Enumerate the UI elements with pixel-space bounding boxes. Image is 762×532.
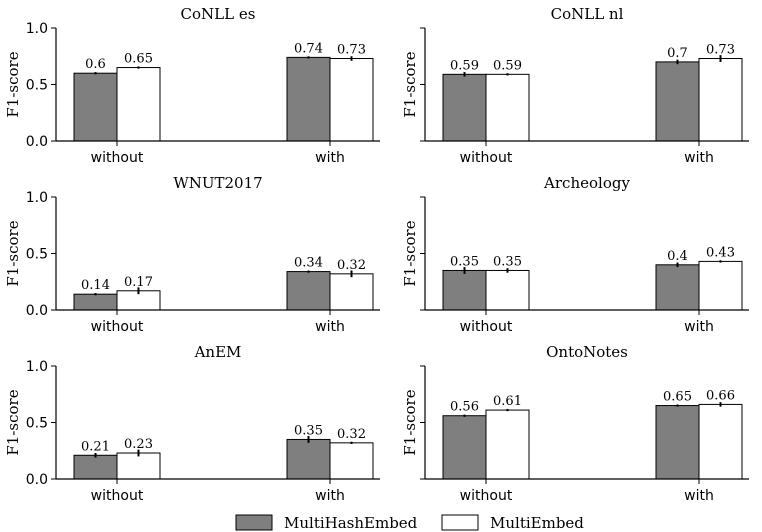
legend: MultiHashEmbed MultiEmbed bbox=[235, 514, 584, 532]
bar-multihashembed-without bbox=[73, 72, 118, 142]
bar-multihashembed-with bbox=[286, 271, 331, 311]
x-tick-label: with bbox=[315, 319, 345, 335]
data-label: 0.32 bbox=[337, 427, 366, 442]
panel-title: CoNLL nl bbox=[551, 5, 624, 23]
y-axis-label: F1-score bbox=[4, 389, 22, 455]
data-label: 0.73 bbox=[337, 43, 366, 58]
panel-title: Archeology bbox=[543, 174, 630, 192]
x-tick-label: without bbox=[91, 319, 144, 335]
x-tick-label: without bbox=[91, 488, 144, 504]
panel-title: AnEM bbox=[194, 343, 242, 361]
bar-multiembed-without bbox=[116, 67, 161, 142]
data-label: 0.43 bbox=[706, 245, 735, 260]
x-tick-label: without bbox=[460, 319, 513, 335]
x-tick-label: with bbox=[315, 150, 345, 166]
chart-panel-3: WNUT2017 F1-score 0.0 0.5 1.0 0.14 0.17 without… bbox=[4, 174, 380, 335]
y-tick-label: 1.0 bbox=[26, 190, 48, 206]
x-tick-label: with bbox=[684, 488, 714, 504]
y-axis-label: F1-score bbox=[401, 389, 419, 455]
chart-panel-6: OntoNotes F1-score 0.56 0.61 without 0.65 0.66… bbox=[401, 343, 749, 504]
bar-multihashembed-without bbox=[73, 293, 118, 311]
x-tick-label: with bbox=[684, 319, 714, 335]
data-label: 0.59 bbox=[450, 58, 479, 73]
panel-title: CoNLL es bbox=[181, 5, 256, 23]
data-label: 0.74 bbox=[294, 41, 323, 56]
legend-swatch-multiembed bbox=[441, 514, 479, 531]
bar-multihashembed-without bbox=[73, 454, 118, 480]
data-label: 0.73 bbox=[706, 43, 735, 58]
y-axis-label: F1-score bbox=[4, 51, 22, 117]
bar-multihashembed-with bbox=[655, 61, 700, 142]
data-label: 0.35 bbox=[450, 254, 479, 269]
bar-multiembed-with bbox=[329, 442, 374, 480]
legend-label-multiembed: MultiEmbed bbox=[490, 514, 584, 532]
y-tick-label: 0.5 bbox=[26, 416, 48, 432]
y-axis-label: F1-score bbox=[401, 51, 419, 117]
data-label: 0.65 bbox=[663, 390, 692, 405]
bar-multiembed-without bbox=[485, 269, 530, 311]
bar-multiembed-with bbox=[698, 58, 743, 142]
x-tick-label: with bbox=[684, 150, 714, 166]
bar-multihashembed-with bbox=[286, 438, 331, 480]
bar-multiembed-with bbox=[329, 58, 374, 142]
bar-multiembed-without bbox=[485, 409, 530, 480]
bar-multihashembed-with bbox=[286, 56, 331, 142]
bar-multiembed-without bbox=[116, 452, 161, 480]
chart-panel-1: CoNLL es F1-score 0.0 0.5 1.0 0.6 0.65 without 0… bbox=[4, 5, 380, 166]
bar-multiembed-with bbox=[329, 273, 374, 311]
bar-multihashembed-with bbox=[655, 405, 700, 480]
data-label: 0.65 bbox=[124, 52, 153, 67]
data-label: 0.35 bbox=[493, 254, 522, 269]
data-label: 0.61 bbox=[493, 394, 522, 409]
data-label: 0.56 bbox=[450, 400, 479, 415]
x-tick-label: with bbox=[315, 488, 345, 504]
data-label: 0.7 bbox=[667, 46, 688, 61]
y-tick-label: 1.0 bbox=[26, 359, 48, 375]
data-label: 0.17 bbox=[124, 275, 153, 290]
y-tick-label: 0.0 bbox=[26, 134, 48, 150]
bar-multihashembed-without bbox=[442, 73, 487, 142]
panel-title: OntoNotes bbox=[546, 343, 628, 361]
data-label: 0.34 bbox=[294, 256, 323, 271]
data-label: 0.4 bbox=[667, 249, 688, 264]
y-tick-label: 0.5 bbox=[26, 78, 48, 94]
x-tick-label: without bbox=[460, 488, 513, 504]
y-axis-label: F1-score bbox=[401, 220, 419, 286]
chart-panel-2: CoNLL nl F1-score 0.59 0.59 without 0.7 0.73 wi… bbox=[401, 5, 749, 166]
panel-title: WNUT2017 bbox=[173, 174, 262, 192]
data-label: 0.23 bbox=[124, 437, 153, 452]
bar-multihashembed-without bbox=[442, 415, 487, 480]
chart-panel-5: AnEM F1-score 0.0 0.5 1.0 0.21 0.23 without 0.35… bbox=[4, 343, 380, 504]
x-tick-label: without bbox=[91, 150, 144, 166]
bar-multihashembed-without bbox=[442, 269, 487, 311]
bar-multiembed-with bbox=[698, 260, 743, 311]
y-tick-label: 0.0 bbox=[26, 303, 48, 319]
bar-multihashembed-with bbox=[655, 264, 700, 311]
data-label: 0.32 bbox=[337, 258, 366, 273]
bar-multiembed-without bbox=[485, 73, 530, 142]
bar-multiembed-with bbox=[698, 403, 743, 480]
legend-label-multihashembed: MultiHashEmbed bbox=[284, 514, 418, 532]
data-label: 0.21 bbox=[81, 439, 110, 454]
x-tick-label: without bbox=[460, 150, 513, 166]
chart-panel-4: Archeology F1-score 0.35 0.35 without 0.4 0.43… bbox=[401, 174, 749, 335]
data-label: 0.6 bbox=[85, 57, 106, 72]
data-label: 0.59 bbox=[493, 58, 522, 73]
y-tick-label: 1.0 bbox=[26, 21, 48, 37]
data-label: 0.66 bbox=[706, 388, 735, 403]
y-tick-label: 0.0 bbox=[26, 472, 48, 488]
data-label: 0.14 bbox=[81, 278, 110, 293]
y-tick-label: 0.5 bbox=[26, 247, 48, 263]
legend-swatch-multihashembed bbox=[235, 514, 273, 531]
data-label: 0.35 bbox=[294, 423, 323, 438]
y-axis-label: F1-score bbox=[4, 220, 22, 286]
